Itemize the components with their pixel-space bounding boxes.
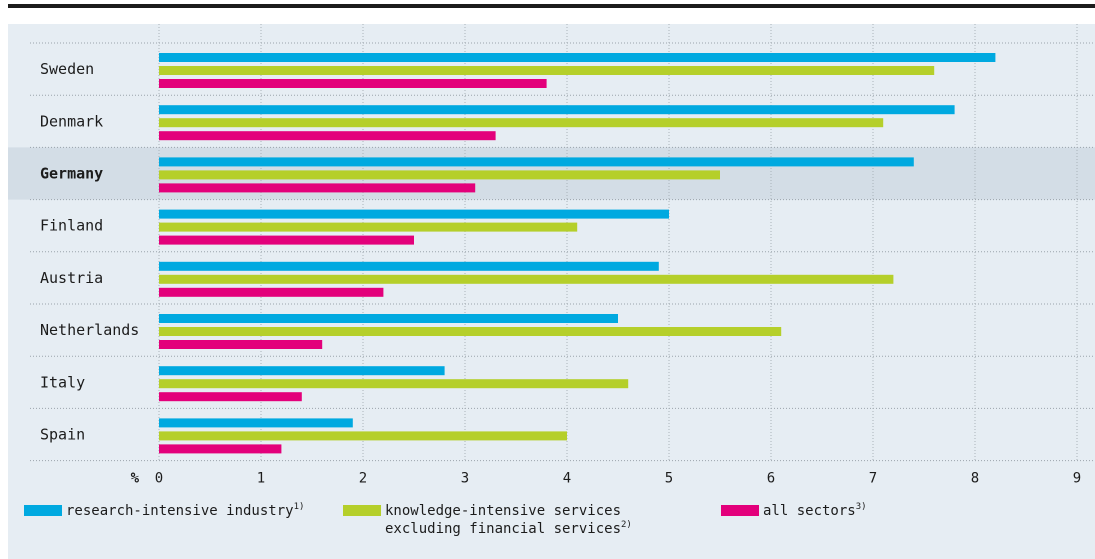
bar-research-netherlands [159,314,618,323]
legend-label-knowledge: knowledge-intensive services [385,503,621,519]
bar-all-finland [159,235,414,245]
bar-research-italy [159,366,445,376]
tick-label-2: 2 [359,471,367,487]
bar-all-germany [159,183,476,193]
bar-research-sweden [159,53,996,62]
legend-label-knowledge: excluding financial services2) [385,520,632,537]
bar-all-spain [159,444,282,454]
legend-swatch-research [24,505,62,516]
bar-all-italy [159,392,302,402]
bar-research-spain [159,418,353,428]
legend-label-research: research-intensive industry1) [66,502,304,519]
bar-research-denmark [159,105,955,115]
tick-label-5: 5 [665,471,673,487]
bar-all-austria [159,287,384,297]
country-label-sweden: Sweden [40,60,94,78]
legend-swatch-knowledge [343,505,381,516]
legend-swatch-all [721,505,759,516]
bar-knowledge-denmark [159,118,884,128]
bar-all-netherlands [159,340,323,349]
bar-knowledge-finland [159,222,578,232]
bar-knowledge-spain [159,431,567,441]
tick-label-3: 3 [461,471,469,487]
tick-label-0: 0 [155,471,163,487]
unit-label: % [131,471,140,487]
legend-label-all: all sectors3) [763,502,867,519]
top-rule [8,4,1095,8]
bar-knowledge-germany [159,170,720,180]
bar-knowledge-sweden [159,66,935,75]
country-label-italy: Italy [40,373,85,391]
country-label-spain: Spain [40,426,85,444]
bar-research-austria [159,261,659,271]
bar-all-sweden [159,79,547,88]
country-label-austria: Austria [40,269,103,287]
bar-research-germany [159,157,914,167]
tick-label-4: 4 [563,471,571,487]
tick-label-8: 8 [971,471,979,487]
tick-label-7: 7 [869,471,877,487]
tick-label-9: 9 [1073,471,1081,487]
bar-knowledge-italy [159,379,629,389]
bar-all-denmark [159,131,496,141]
bar-knowledge-netherlands [159,327,782,336]
country-label-germany: Germany [40,165,103,183]
country-label-netherlands: Netherlands [40,321,139,339]
tick-label-6: 6 [767,471,775,487]
bar-research-finland [159,209,669,219]
country-label-denmark: Denmark [40,112,103,130]
country-label-finland: Finland [40,217,103,235]
bar-knowledge-austria [159,274,894,284]
tick-label-1: 1 [257,471,265,487]
